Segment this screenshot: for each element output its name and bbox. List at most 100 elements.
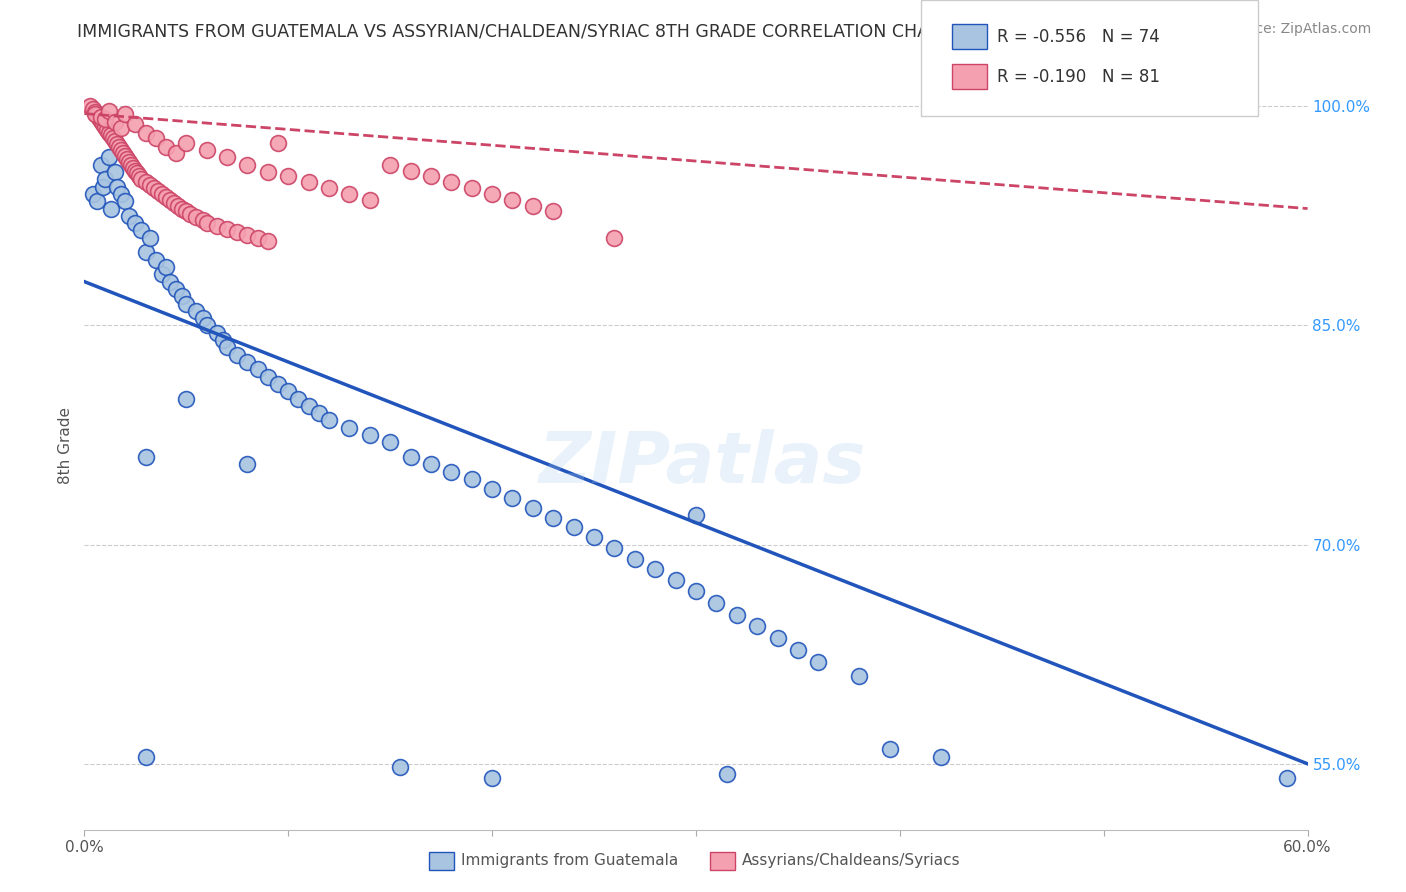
- Text: Immigrants from Guatemala: Immigrants from Guatemala: [461, 854, 679, 868]
- Point: [83, 106, 105, 120]
- Point: [167, 199, 190, 213]
- Point: [481, 772, 503, 786]
- Text: ZIPatlas: ZIPatlas: [540, 429, 866, 499]
- Point: [191, 311, 214, 326]
- Point: [138, 178, 160, 193]
- Point: [159, 193, 181, 207]
- Point: [217, 150, 239, 164]
- Point: [747, 619, 769, 633]
- Point: [83, 105, 105, 120]
- Point: [186, 303, 208, 318]
- Point: [339, 186, 361, 201]
- Point: [481, 482, 503, 496]
- Point: [90, 110, 112, 124]
- Point: [583, 530, 606, 544]
- Point: [86, 194, 108, 209]
- Point: [174, 392, 197, 406]
- Point: [603, 541, 626, 555]
- Point: [191, 213, 214, 227]
- Point: [308, 406, 330, 420]
- Point: [97, 103, 120, 118]
- Text: Assyrians/Chaldeans/Syriacs: Assyrians/Chaldeans/Syriacs: [742, 854, 960, 868]
- Point: [725, 607, 748, 622]
- Point: [96, 122, 118, 136]
- Point: [236, 355, 259, 369]
- Point: [110, 121, 132, 136]
- Point: [174, 136, 197, 150]
- Point: [104, 165, 127, 179]
- Point: [298, 175, 321, 189]
- Point: [879, 742, 901, 756]
- Point: [97, 126, 120, 140]
- Point: [685, 584, 707, 599]
- Point: [159, 275, 181, 289]
- Point: [93, 120, 115, 134]
- Point: [118, 154, 141, 169]
- Point: [131, 172, 153, 186]
- Point: [100, 202, 122, 216]
- Point: [186, 211, 208, 225]
- Point: [217, 222, 239, 236]
- Point: [440, 175, 463, 189]
- Point: [138, 231, 160, 245]
- Point: [716, 767, 738, 781]
- Point: [155, 190, 177, 204]
- Point: [163, 195, 186, 210]
- Point: [277, 384, 299, 399]
- Point: [91, 179, 114, 194]
- Point: [226, 348, 249, 362]
- Point: [766, 631, 789, 645]
- Point: [236, 457, 259, 471]
- Point: [318, 181, 340, 195]
- Point: [420, 169, 443, 184]
- Point: [318, 413, 340, 427]
- Point: [205, 219, 228, 233]
- Point: [124, 117, 146, 131]
- Point: [155, 260, 177, 274]
- Point: [257, 165, 280, 179]
- Point: [179, 207, 201, 221]
- Point: [236, 227, 259, 242]
- Text: R = -0.556   N = 74: R = -0.556 N = 74: [997, 28, 1160, 45]
- Point: [502, 193, 524, 207]
- Point: [420, 457, 443, 471]
- Point: [118, 209, 141, 223]
- Point: [104, 115, 127, 129]
- Point: [522, 501, 544, 516]
- Point: [685, 508, 707, 523]
- Point: [105, 179, 128, 194]
- Point: [145, 131, 167, 145]
- Point: [644, 562, 666, 576]
- Point: [91, 117, 114, 131]
- Point: [706, 596, 728, 610]
- Point: [380, 158, 402, 172]
- Point: [122, 161, 145, 175]
- Point: [217, 340, 239, 354]
- Point: [127, 166, 149, 180]
- Point: [226, 225, 249, 239]
- Point: [665, 573, 688, 587]
- Text: R = -0.190   N = 81: R = -0.190 N = 81: [997, 68, 1160, 86]
- Point: [114, 194, 136, 209]
- Point: [145, 252, 167, 267]
- Point: [246, 231, 269, 245]
- Point: [562, 520, 585, 534]
- Point: [110, 143, 132, 157]
- Point: [135, 126, 157, 140]
- Point: [142, 181, 165, 195]
- Point: [298, 399, 321, 413]
- Point: [135, 450, 157, 464]
- Point: [787, 643, 810, 657]
- Point: [1277, 772, 1299, 786]
- Point: [174, 204, 197, 219]
- Point: [359, 428, 381, 442]
- Point: [131, 223, 153, 237]
- Point: [481, 186, 503, 201]
- Point: [93, 112, 115, 127]
- Point: [267, 376, 290, 391]
- Point: [359, 193, 381, 207]
- Point: [101, 131, 124, 145]
- Point: [624, 552, 647, 566]
- Point: [79, 99, 101, 113]
- Point: [87, 111, 110, 125]
